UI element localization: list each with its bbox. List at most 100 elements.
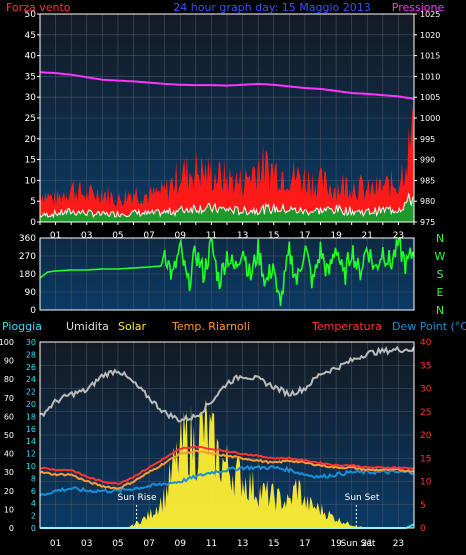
- pressure-y-tick-label: 1010: [420, 72, 440, 81]
- temp-x-tick-label: 23: [393, 539, 404, 549]
- rain-y-tick-label: 60: [4, 412, 14, 421]
- temp-y-tick-label: 30: [420, 385, 432, 395]
- temp-x-tick-label: 13: [237, 539, 248, 549]
- direction-y-tick-label: 180: [19, 270, 36, 280]
- wind-y-tick-label: 5: [30, 197, 36, 207]
- wind-y-tick-label: 25: [25, 114, 36, 124]
- temp-y-tick-label: 20: [420, 431, 432, 441]
- wind-x-tick-label: 07: [143, 231, 154, 241]
- solar-y-tick-label: 28: [26, 350, 36, 359]
- wind-axis-title: Forza vento: [6, 1, 71, 14]
- direction-y-tick-label: 90: [25, 288, 37, 298]
- rain-y-tick-label: 10: [4, 505, 14, 514]
- wind-y-tick-label: 45: [25, 31, 36, 41]
- direction-y-tick-label: 0: [30, 306, 36, 316]
- wind-y-tick-label: 10: [25, 176, 37, 186]
- solar-y-tick-label: 0: [31, 524, 36, 533]
- compass-label: W: [435, 250, 446, 263]
- wind-x-tick-label: 17: [299, 231, 310, 241]
- temp-y-tick-label: 35: [420, 361, 431, 371]
- solar-y-tick-label: 16: [26, 425, 36, 434]
- dewpoint-line: [39, 464, 415, 497]
- solar-y-tick-label: 22: [26, 388, 36, 397]
- solar-y-tick-label: 20: [26, 400, 36, 409]
- rain-y-tick-label: 50: [4, 431, 14, 440]
- rain-y-tick-label: 90: [4, 357, 14, 366]
- pressure-axis-title: Pressione: [392, 1, 445, 14]
- humidity-legend: Umidita: [66, 320, 109, 333]
- rain-y-tick-label: 40: [4, 450, 14, 459]
- wind-x-tick-label: 01: [50, 231, 61, 241]
- pressure-y-tick-label: 1025: [420, 10, 440, 19]
- solar-legend: Solar: [118, 320, 147, 333]
- wind-x-tick-label: 15: [268, 231, 279, 241]
- pressure-y-tick-label: 995: [420, 135, 435, 144]
- wind-y-tick-label: 0: [30, 218, 36, 228]
- solar-y-tick-label: 12: [26, 450, 36, 459]
- compass-label: E: [437, 286, 444, 299]
- temp-x-tick-label: 05: [112, 539, 123, 549]
- temp-x-tick-label: 09: [175, 539, 187, 549]
- wind-plot: [39, 71, 415, 222]
- wind-y-tick-label: 30: [25, 93, 37, 103]
- wind-y-tick-label: 50: [25, 10, 37, 20]
- wind-y-tick-label: 40: [25, 52, 37, 62]
- dewpoint-legend: Dew Point (°C): [392, 320, 466, 333]
- wind-y-tick-label: 35: [25, 72, 36, 82]
- pressure-y-tick-label: 980: [420, 197, 435, 206]
- sunrise-label: Sun Rise: [118, 493, 157, 503]
- solar-y-tick-label: 24: [26, 375, 36, 384]
- compass-label: S: [437, 268, 444, 281]
- temp-x-tick-label: 11: [206, 539, 217, 549]
- temp-y-tick-label: 40: [420, 338, 432, 348]
- wind-x-tick-label: 11: [206, 231, 217, 241]
- temp-y-tick-label: 15: [420, 454, 431, 464]
- solar-y-tick-label: 26: [26, 363, 36, 372]
- wind-x-tick-label: 09: [175, 231, 187, 241]
- pressure-y-tick-label: 1015: [420, 52, 440, 61]
- temp-x-tick-label: 01: [50, 539, 61, 549]
- average-wind-line: [39, 193, 414, 219]
- wind-x-tick-label: 23: [393, 231, 404, 241]
- temperature-line: [39, 444, 415, 486]
- wind-y-tick-label: 15: [25, 156, 36, 166]
- solar-y-tick-label: 4: [31, 499, 36, 508]
- pressure-y-tick-label: 975: [420, 218, 435, 227]
- solar-y-tick-label: 10: [26, 462, 36, 471]
- pressure-y-tick-label: 990: [420, 156, 435, 165]
- solar-y-tick-label: 8: [31, 474, 36, 483]
- temp-axis-ticks: 0510152025303540010203040506070809010002…: [0, 338, 432, 549]
- wind-x-tick-label: 21: [362, 231, 373, 241]
- compass-label: N: [436, 304, 444, 317]
- rain-legend: Pioggia: [2, 320, 42, 333]
- solar-y-tick-label: 30: [26, 338, 36, 347]
- direction-y-tick-label: 270: [19, 252, 36, 262]
- direction-y-tick-label: 360: [19, 234, 36, 244]
- sunset-label: Sun Set: [345, 493, 380, 503]
- rain-y-tick-label: 80: [4, 375, 14, 384]
- temp-y-tick-label: 10: [420, 478, 432, 488]
- temp-y-tick-label: 5: [420, 501, 426, 511]
- wind-axis-ticks: 0510152025303540455097598098599099510001…: [25, 10, 441, 241]
- rain-y-tick-label: 70: [4, 394, 14, 403]
- solar-y-tick-label: 6: [31, 487, 36, 496]
- sunset-bottom-label: Sun Set: [341, 539, 376, 549]
- temperature-legend: Temperatura: [311, 320, 382, 333]
- wind-x-tick-label: 05: [112, 231, 123, 241]
- solar-y-tick-label: 18: [26, 412, 36, 421]
- wind-x-tick-label: 03: [81, 231, 92, 241]
- solar-y-tick-label: 2: [31, 512, 36, 521]
- pressure-y-tick-label: 1005: [420, 93, 440, 102]
- pressure-y-tick-label: 985: [420, 176, 435, 185]
- rain-y-tick-label: 0: [9, 524, 14, 533]
- direction-line: [39, 237, 415, 307]
- chart-title: 24 hour graph day: 15 Maggio 2013: [173, 1, 370, 14]
- temp-panel-border: [39, 341, 415, 529]
- wind-x-tick-label: 13: [237, 231, 248, 241]
- temp-y-tick-label: 25: [420, 408, 431, 418]
- direction-panel-border: [39, 237, 415, 311]
- temp-x-tick-label: 15: [268, 539, 279, 549]
- rain-y-tick-label: 30: [4, 468, 14, 477]
